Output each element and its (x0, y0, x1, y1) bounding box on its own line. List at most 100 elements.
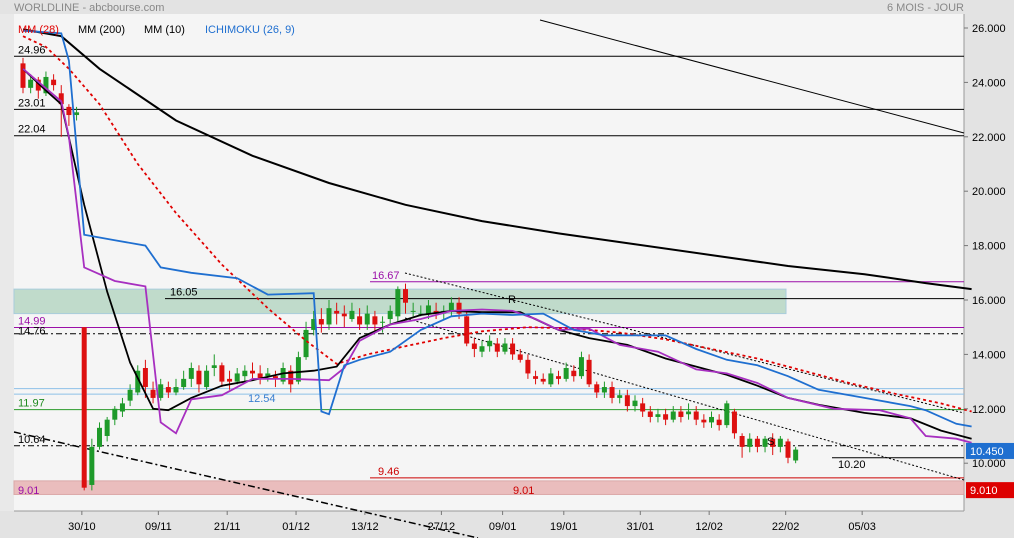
candle-body (601, 387, 607, 393)
candle-body (204, 370, 210, 388)
x-tick-label: 05/03 (848, 521, 876, 533)
candle-body (35, 79, 41, 91)
candle-body (311, 319, 317, 330)
candle-body (135, 370, 141, 393)
candle-body (724, 403, 730, 426)
candle-body (280, 368, 286, 382)
annotation-support: S (767, 436, 774, 448)
candle-body (494, 343, 500, 352)
candle-body (510, 343, 516, 355)
candle-body (357, 316, 363, 325)
level-label: 10.20 (838, 459, 866, 471)
level-label: 14.76 (18, 326, 46, 338)
candle-body (410, 310, 416, 312)
candle-body (556, 376, 561, 379)
candle-body (257, 373, 263, 379)
candle-body (158, 384, 164, 398)
candle-body (234, 373, 240, 382)
candle-body (693, 411, 699, 420)
zone-support (13, 480, 965, 495)
chart-period: 6 MOIS - JOUR (887, 2, 964, 14)
x-tick-label: 21/11 (214, 521, 241, 533)
candle-body (709, 416, 714, 423)
candle-body (739, 436, 745, 447)
candle-body (448, 302, 454, 311)
candle-body (663, 414, 669, 420)
plot-background (14, 14, 964, 511)
support-price-box (966, 482, 1014, 499)
y-tick-label: 12.000 (972, 404, 1006, 416)
support-price-label: 9.010 (970, 485, 998, 497)
candle-body (165, 387, 171, 393)
x-tick-label: 27/12 (428, 521, 456, 533)
candle-body (242, 370, 248, 377)
candle-body (318, 319, 324, 325)
candle-body (211, 365, 217, 368)
candle-body (670, 411, 676, 420)
x-tick-label: 12/02 (695, 521, 723, 533)
candle-body (770, 438, 776, 447)
candle-body (372, 316, 378, 325)
indicator-mm28: MM (28) (18, 24, 59, 36)
candle-body (142, 368, 148, 388)
x-tick-label: 19/01 (550, 521, 578, 533)
candle-body (188, 368, 194, 379)
candle-body (303, 329, 309, 358)
candle-body (74, 112, 80, 116)
x-tick-label: 09/01 (489, 521, 517, 533)
candle-body (265, 373, 271, 377)
candle-body (219, 365, 225, 382)
candle-body (747, 438, 753, 447)
candle-body (425, 305, 431, 314)
candle-body (578, 357, 584, 377)
series-ichimoku-tenkan (22, 68, 972, 444)
candle-body (227, 378, 233, 382)
candle-body (632, 400, 638, 407)
candle-body (594, 384, 600, 393)
candle-body (349, 310, 355, 320)
indicator-mm10: MM (10) (144, 24, 185, 36)
candle-body (326, 308, 332, 325)
x-tick-label: 31/01 (627, 521, 655, 533)
candle-body (250, 370, 255, 374)
y-tick-label: 14.000 (972, 349, 1006, 361)
candle-body (701, 419, 707, 423)
candle-body (28, 79, 34, 88)
level-label: 9.01 (18, 485, 39, 497)
candle-body (571, 370, 577, 377)
candle-body (127, 389, 133, 401)
annotation-resistance: R (508, 294, 516, 306)
level-label: 24.96 (18, 44, 46, 56)
candle-body (196, 370, 202, 385)
candle-body (334, 310, 340, 314)
candle-body (716, 419, 722, 426)
candle-body (295, 357, 301, 382)
series-mm-200- (22, 28, 972, 291)
candle-body (640, 403, 646, 412)
indicator-ichimoku: ICHIMOKU (26, 9) (205, 24, 295, 36)
y-tick-label: 16.000 (972, 295, 1006, 307)
level-label: 11.97 (18, 398, 45, 410)
candle-body (341, 313, 347, 317)
current-price-label: 10.450 (970, 446, 1004, 458)
chart-title: WORLDLINE - abcbourse.com (14, 2, 164, 14)
candle-body (754, 438, 760, 447)
candle-body (471, 343, 477, 349)
candle-body (609, 387, 615, 398)
current-price-box (966, 442, 1014, 459)
y-tick-label: 24.000 (972, 77, 1006, 89)
candle-body (655, 414, 661, 417)
candle-body (777, 438, 783, 447)
indicator-mm200: MM (200) (78, 24, 125, 36)
series-ichimoku-kijun (22, 29, 972, 428)
candle-body (464, 316, 470, 344)
candle-body (563, 368, 569, 379)
candle-body (173, 387, 179, 393)
level-label: 16.05 (170, 287, 198, 299)
level-label: 9.46 (378, 466, 399, 478)
candle-body (533, 376, 539, 379)
candle-body (51, 79, 57, 86)
candle-body (785, 441, 791, 458)
candle-body (20, 63, 26, 88)
candle-body (525, 359, 531, 374)
